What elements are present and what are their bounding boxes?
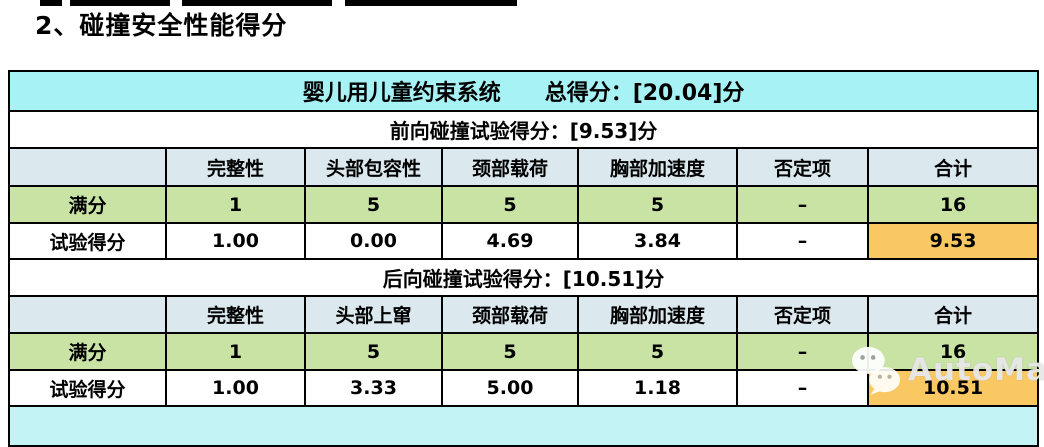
section-header-rear: 后向碰撞试验得分：[10.51]分 — [7, 258, 1040, 297]
score-cell: 16 — [866, 332, 1040, 371]
table-row: 满分 1 5 5 5 – 16 — [8, 185, 1040, 224]
row-label-full-score: 满分 — [8, 332, 167, 371]
score-cell: – — [736, 185, 869, 224]
score-cell: 1 — [165, 332, 306, 371]
col-header-chest-acceleration: 胸部加速度 — [577, 295, 738, 334]
score-cell: 3.33 — [304, 369, 443, 407]
total-score-cell: 10.51 — [866, 369, 1040, 407]
score-cell: 0.00 — [304, 222, 443, 260]
cropped-content-top — [0, 0, 1044, 7]
score-cell: 1.00 — [165, 222, 306, 260]
col-header-total: 合计 — [866, 295, 1040, 334]
total-score-cell: 9.53 — [866, 222, 1040, 260]
col-header-integrity: 完整性 — [165, 147, 306, 187]
table-row: 满分 1 5 5 5 – 16 — [8, 332, 1040, 371]
col-header-head-excursion: 头部上窜 — [304, 295, 443, 334]
table-main-header: 婴儿用儿童约束系统 总得分：[20.04]分 — [7, 70, 1040, 112]
table-row: 试验得分 1.00 3.33 5.00 1.18 – 10.51 — [8, 369, 1040, 407]
col-header-total: 合计 — [866, 147, 1040, 187]
score-cell: 1 — [165, 185, 306, 224]
row-label-test-score: 试验得分 — [8, 222, 167, 260]
col-header-empty — [8, 295, 167, 334]
score-cell: 5 — [577, 332, 738, 371]
score-cell: 5 — [441, 185, 579, 224]
table-row: 试验得分 1.00 0.00 4.69 3.84 – 9.53 — [8, 222, 1040, 260]
score-cell: 5 — [577, 185, 738, 224]
section-header-frontal: 前向碰撞试验得分：[9.53]分 — [7, 110, 1040, 149]
cutoff-row-cell — [7, 405, 1040, 447]
col-header-neck-load: 颈部载荷 — [441, 295, 579, 334]
score-cell: 5.00 — [441, 369, 579, 407]
score-cell: 5 — [304, 332, 443, 371]
row-label-test-score: 试验得分 — [8, 369, 167, 407]
score-cell: 1.00 — [165, 369, 306, 407]
score-cell: 4.69 — [441, 222, 579, 260]
crash-score-table: 婴儿用儿童约束系统 总得分：[20.04]分 前向碰撞试验得分：[9.53]分 … — [7, 70, 1040, 447]
score-cell: – — [736, 222, 869, 260]
page-title: 2、碰撞安全性能得分 — [35, 11, 288, 40]
score-cell: 1.18 — [577, 369, 738, 407]
score-cell: – — [736, 332, 869, 371]
table-row-cutoff — [7, 405, 1040, 447]
row-label-full-score: 满分 — [8, 185, 167, 224]
col-header-integrity: 完整性 — [165, 295, 306, 334]
col-header-chest-acceleration: 胸部加速度 — [577, 147, 738, 187]
col-header-head-containment: 头部包容性 — [304, 147, 443, 187]
score-cell: 3.84 — [577, 222, 738, 260]
col-header-negative-item: 否定项 — [736, 147, 869, 187]
col-header-negative-item: 否定项 — [736, 295, 869, 334]
score-cell: – — [736, 369, 869, 407]
col-header-neck-load: 颈部载荷 — [441, 147, 579, 187]
col-header-empty — [8, 147, 167, 187]
score-cell: 5 — [304, 185, 443, 224]
score-cell: 16 — [866, 185, 1040, 224]
score-cell: 5 — [441, 332, 579, 371]
